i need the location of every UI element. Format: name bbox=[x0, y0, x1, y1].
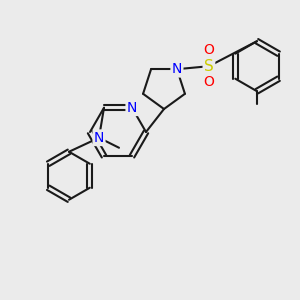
Text: N: N bbox=[172, 62, 182, 76]
Text: O: O bbox=[203, 75, 214, 89]
Text: O: O bbox=[203, 43, 214, 57]
Text: N: N bbox=[94, 131, 104, 145]
Text: N: N bbox=[127, 101, 137, 115]
Text: S: S bbox=[204, 59, 214, 74]
